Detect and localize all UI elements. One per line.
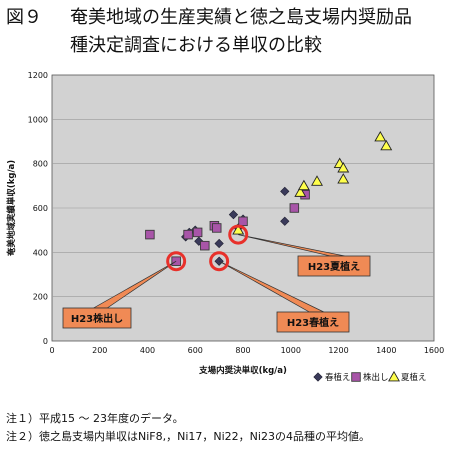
x-tick-label: 0 [49, 346, 54, 355]
legend-label: 春植え [325, 372, 351, 383]
x-tick-label: 1000 [281, 346, 301, 355]
note-1: 注１）平成15 ～ 23年度のデータ。 [6, 412, 184, 425]
data-point-square [289, 203, 300, 213]
callout-box [297, 255, 371, 277]
data-point-diamond [214, 238, 224, 249]
x-tick-label: 1200 [328, 346, 348, 355]
data-point-triangle [337, 161, 350, 173]
data-point-diamond [280, 216, 290, 226]
x-tick-label: 200 [92, 346, 107, 355]
x-tick-label: 600 [188, 346, 203, 355]
callout-label: H23夏植え [308, 260, 360, 273]
y-tick-label: 800 [33, 160, 48, 169]
data-point-triangle [232, 224, 245, 235]
data-point-triangle [311, 175, 323, 186]
y-axis-label: 奄美地域実績単収(kg/a) [6, 160, 17, 257]
data-point-triangle [294, 186, 307, 197]
figure-title-line1: 奄美地域の生産実績と徳之島支場内奨励品 [70, 7, 412, 28]
x-tick-label: 1600 [424, 346, 444, 355]
data-point-triangle [337, 173, 350, 184]
data-point-diamond [228, 210, 239, 220]
x-tick-label: 1400 [376, 346, 396, 355]
callout-label: H23春植え [287, 316, 339, 329]
data-point-diamond [280, 186, 290, 196]
y-tick-label: 600 [33, 204, 48, 213]
highlight-circle [209, 251, 230, 272]
figure-title-line2: 種決定調査における単収の比較 [70, 35, 322, 56]
y-tick-label: 1200 [28, 71, 48, 80]
legend-marker-diamond [313, 372, 323, 382]
note-2: 注２）徳之島支場内単収はNiF8,，Ni17，Ni22，Ni23の4品種の平均値… [6, 430, 370, 443]
data-point-square [211, 223, 222, 233]
data-point-triangle [297, 179, 310, 191]
data-point-square [192, 227, 203, 238]
x-tick-label: 400 [140, 346, 155, 355]
figure-notes: 注１）平成15 ～ 23年度のデータ。 注２）徳之島支場内単収はNiF8,，Ni… [6, 410, 370, 446]
highlight-circle [228, 224, 249, 245]
data-point-triangle [374, 130, 387, 142]
callout-label: H23株出し [71, 312, 123, 325]
legend-label: 株出し [363, 372, 389, 383]
callout-box [62, 307, 132, 329]
x-axis-label: 支場内奨決単収(kg/a) [198, 365, 287, 376]
legend-label: 夏植え [401, 372, 427, 383]
legend-marker-square [351, 372, 361, 382]
y-tick-label: 400 [33, 248, 48, 257]
figure-title: 図９ 奄美地域の生産実績と徳之島支場内奨励品 種決定調査における単収の比較 [6, 4, 446, 60]
legend-marker-triangle [388, 370, 400, 382]
y-tick-label: 200 [33, 293, 48, 302]
y-tick-label: 0 [43, 337, 48, 346]
data-point-square [145, 229, 155, 240]
data-point-square [200, 240, 210, 251]
y-tick-label: 1000 [28, 115, 48, 124]
data-point-square [238, 216, 248, 227]
highlight-circle [166, 251, 187, 272]
figure-number: 図９ [6, 7, 42, 28]
data-point-triangle [380, 139, 393, 151]
data-point-square [183, 229, 193, 240]
callout-box [276, 311, 350, 333]
x-tick-label: 800 [235, 346, 250, 355]
